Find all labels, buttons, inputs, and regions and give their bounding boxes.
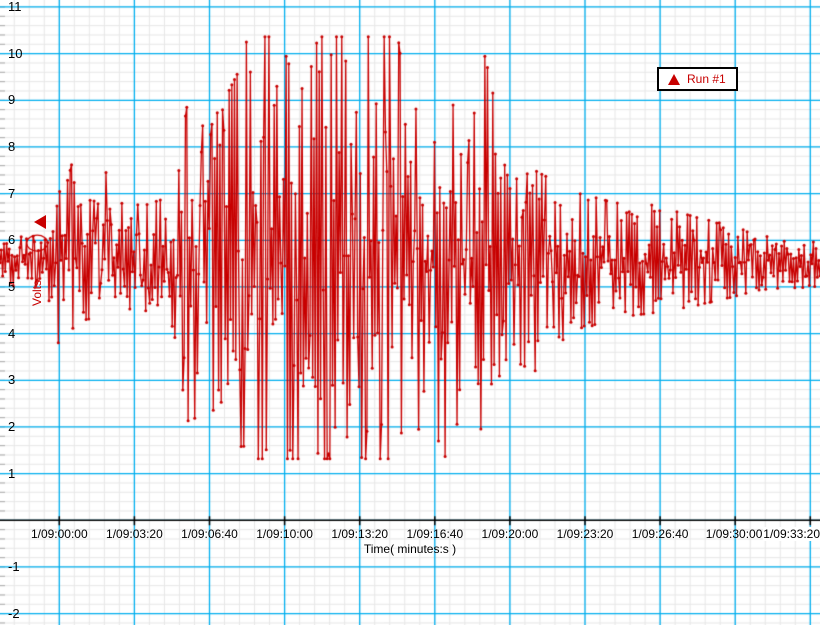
x-axis-tick-labels: 1/09:00:00 1/09:03:20 1/09:06:40 1/09:10:00… (0, 527, 820, 543)
y-tick-label: 10 (8, 45, 23, 61)
x-tick-label: 1/09:26:40 (631, 527, 689, 541)
x-tick-label: 1/09:33:20 (763, 527, 820, 541)
y-tick-label: 7 (8, 185, 16, 201)
legend-triangle-icon (668, 73, 680, 85)
x-tick-label: 1/09:00:00 (30, 527, 88, 541)
y-axis-tick-labels: 11 10 9 8 7 6 5 4 3 2 1 -1 -2 (0, 0, 40, 625)
axis-pointer-icon[interactable] (34, 215, 46, 229)
x-tick-label: 1/09:03:20 (106, 527, 163, 541)
x-tick-label: 1/09:23:20 (556, 527, 614, 541)
x-tick-label: 1/09:16:40 (406, 527, 464, 541)
x-tick-label: 1/09:10:00 (256, 527, 313, 541)
y-tick-label: 4 (8, 325, 16, 341)
y-tick-label: 9 (8, 92, 16, 108)
x-axis-title: Time( minutes:s ) (363, 542, 457, 556)
y-tick-label: 6 (8, 232, 16, 248)
y-tick-label: 1 (8, 465, 16, 481)
y-tick-label: 5 (8, 278, 16, 294)
x-tick-label: 1/09:13:20 (331, 527, 389, 541)
x-tick-label: 1/09:30:00 (705, 527, 763, 541)
legend[interactable]: Run #1 (657, 67, 738, 91)
legend-label: Run #1 (687, 72, 726, 86)
y-tick-label: 8 (8, 138, 16, 154)
x-tick-label: 1/09:06:40 (181, 527, 238, 541)
x-tick-label: 1/09:20:00 (481, 527, 539, 541)
y-tick-label: 3 (8, 372, 16, 388)
y-tick-label: 11 (8, 0, 22, 14)
y-tick-label: -1 (8, 558, 20, 574)
y-tick-label: 2 (8, 418, 16, 434)
y-tick-label: -2 (8, 605, 20, 621)
